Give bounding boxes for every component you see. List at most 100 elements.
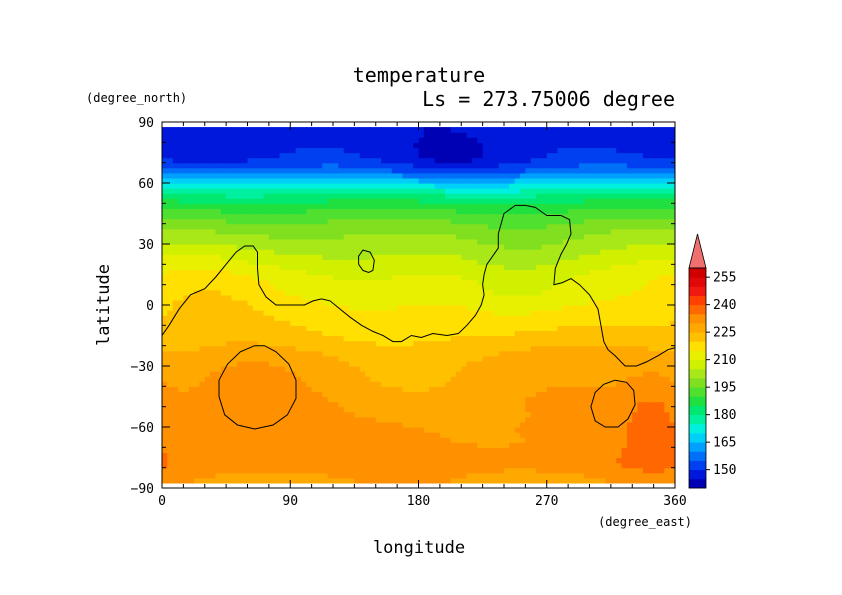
field-cell: [226, 289, 233, 296]
field-cell: [418, 284, 425, 291]
field-cell: [236, 274, 243, 281]
field-cell: [589, 437, 596, 443]
field-cell: [407, 345, 414, 352]
field-cell: [306, 416, 313, 423]
field-cell: [349, 386, 355, 393]
field-cell: [210, 325, 217, 332]
field-cell: [247, 350, 254, 357]
field-cell: [439, 477, 446, 484]
field-cell: [493, 218, 500, 225]
field-cell: [242, 279, 249, 286]
field-cell: [274, 366, 281, 372]
field-cell: [482, 396, 489, 403]
field-cell: [279, 274, 286, 281]
field-cell: [610, 294, 617, 301]
field-cell: [407, 279, 414, 286]
field-cell: [333, 274, 339, 281]
field-cell: [429, 462, 436, 469]
field-cell: [338, 244, 345, 250]
field-cell: [589, 228, 596, 235]
field-cell: [536, 386, 542, 393]
field-cell: [626, 294, 633, 301]
field-cell: [573, 350, 580, 357]
field-cell: [210, 228, 217, 235]
field-cell: [669, 396, 675, 403]
field-cell: [167, 238, 174, 245]
field-cell: [520, 274, 526, 281]
field-cell: [333, 401, 339, 408]
field-cell: [525, 360, 532, 367]
field-cell: [520, 396, 526, 403]
field-cell: [520, 320, 526, 326]
field-cell: [552, 411, 559, 418]
field-cell: [552, 315, 559, 321]
field-cell: [482, 452, 489, 459]
field-cell: [199, 325, 206, 332]
field-cell: [258, 269, 265, 276]
field-cell: [562, 416, 569, 423]
field-cell: [653, 391, 660, 398]
field-cell: [167, 264, 174, 271]
field-cell: [498, 421, 505, 428]
field-cell: [274, 360, 281, 367]
field-cell: [418, 249, 425, 255]
field-cell: [450, 467, 457, 474]
field-cell: [407, 366, 414, 372]
field-cell: [552, 371, 559, 377]
field-cell: [167, 421, 174, 428]
field-cell: [407, 228, 414, 235]
field-cell: [461, 401, 468, 408]
field-cell: [637, 452, 644, 459]
field-cell: [349, 330, 355, 337]
field-cell: [268, 238, 275, 245]
field-cell: [274, 228, 281, 235]
field-cell: [669, 228, 675, 235]
field-cell: [557, 299, 564, 306]
field-cell: [252, 360, 259, 367]
field-cell: [610, 238, 617, 245]
field-cell: [573, 223, 580, 230]
field-cell: [199, 411, 206, 418]
field-cell: [439, 391, 446, 398]
field-cell: [375, 320, 382, 326]
field-cell: [178, 416, 184, 423]
field-cell: [375, 249, 382, 255]
field-cell: [397, 330, 404, 337]
field-cell: [648, 294, 655, 301]
field-cell: [226, 340, 233, 347]
field-cell: [370, 254, 377, 260]
field-cell: [632, 279, 639, 286]
field-cell: [226, 335, 233, 342]
field-cell: [573, 437, 580, 443]
field-cell: [573, 325, 580, 332]
field-cell: [386, 447, 393, 454]
field-cell: [284, 371, 291, 377]
field-cell: [397, 360, 404, 367]
field-cell: [306, 371, 313, 377]
field-cell: [188, 264, 195, 271]
field-cell: [370, 244, 377, 250]
field-cell: [290, 477, 297, 484]
field-cell: [439, 467, 446, 474]
field-cell: [370, 330, 377, 337]
field-cell: [466, 299, 473, 306]
field-cell: [397, 447, 404, 454]
field-cell: [642, 299, 649, 306]
field-cell: [226, 381, 233, 387]
field-cell: [477, 396, 484, 403]
field-cell: [578, 289, 585, 296]
field-cell: [509, 325, 516, 332]
field-cell: [295, 238, 302, 245]
field-cell: [439, 335, 446, 342]
field-cell: [407, 427, 414, 433]
field-cell: [589, 218, 596, 225]
field-cell: [520, 452, 526, 459]
field-cell: [658, 228, 665, 235]
field-cell: [284, 284, 291, 291]
field-cell: [493, 386, 500, 393]
field-cell: [626, 477, 633, 484]
field-cell: [461, 345, 468, 352]
field-cell: [562, 264, 569, 271]
field-cell: [525, 437, 532, 443]
field-cell: [653, 355, 660, 362]
